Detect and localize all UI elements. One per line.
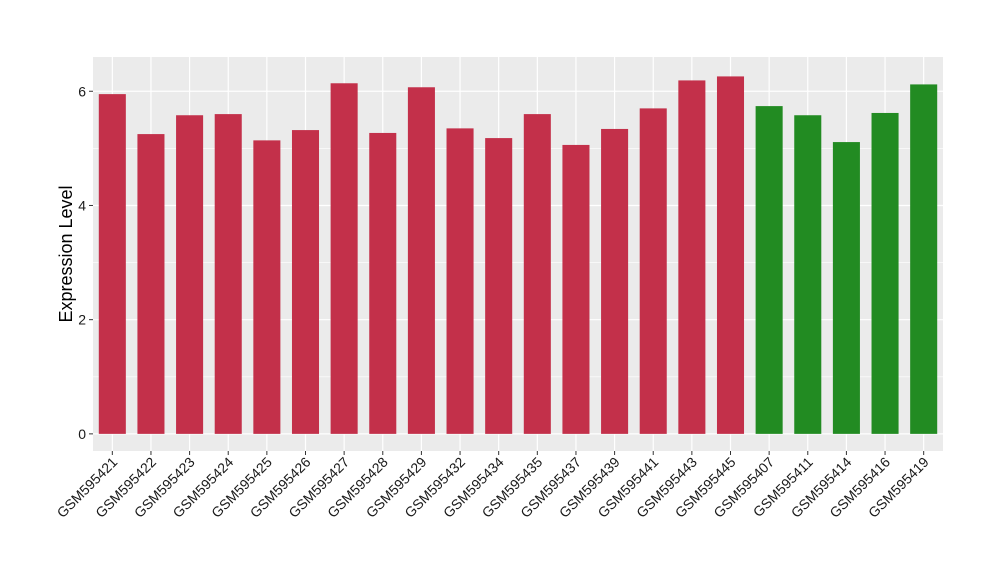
bar-GSM595425 xyxy=(253,140,281,434)
bar-GSM595407 xyxy=(755,106,783,434)
bar-GSM595434 xyxy=(485,138,513,434)
bar-GSM595432 xyxy=(446,128,474,434)
y-tick-label: 2 xyxy=(78,312,86,328)
bar-GSM595439 xyxy=(601,128,629,434)
bar-GSM595429 xyxy=(407,87,435,434)
bar-GSM595423 xyxy=(176,115,204,434)
y-tick-label: 0 xyxy=(78,426,86,442)
y-axis-label: Expression Level xyxy=(56,185,76,322)
bar-GSM595416 xyxy=(871,112,899,434)
y-tick-label: 4 xyxy=(78,197,86,213)
y-axis: 0 2 4 6 xyxy=(78,83,93,442)
bar-GSM595414 xyxy=(832,142,860,434)
x-axis: GSM595421GSM595422GSM595423GSM595424GSM5… xyxy=(54,451,932,521)
bar-GSM595441 xyxy=(639,108,667,434)
y-tick-label: 6 xyxy=(78,83,86,99)
bar-GSM595421 xyxy=(98,94,126,434)
bar-GSM595419 xyxy=(910,84,938,434)
bar-GSM595426 xyxy=(291,130,320,434)
bar-GSM595445 xyxy=(716,76,745,434)
bar-GSM595427 xyxy=(330,83,358,434)
bar-GSM595424 xyxy=(214,114,242,434)
bar-GSM595435 xyxy=(523,114,551,434)
bars xyxy=(98,76,938,434)
bar-GSM595443 xyxy=(678,80,706,434)
bar-GSM595422 xyxy=(137,134,165,434)
bar-GSM595411 xyxy=(794,115,822,434)
bar-GSM595428 xyxy=(369,132,397,434)
bar-GSM595437 xyxy=(562,144,590,434)
